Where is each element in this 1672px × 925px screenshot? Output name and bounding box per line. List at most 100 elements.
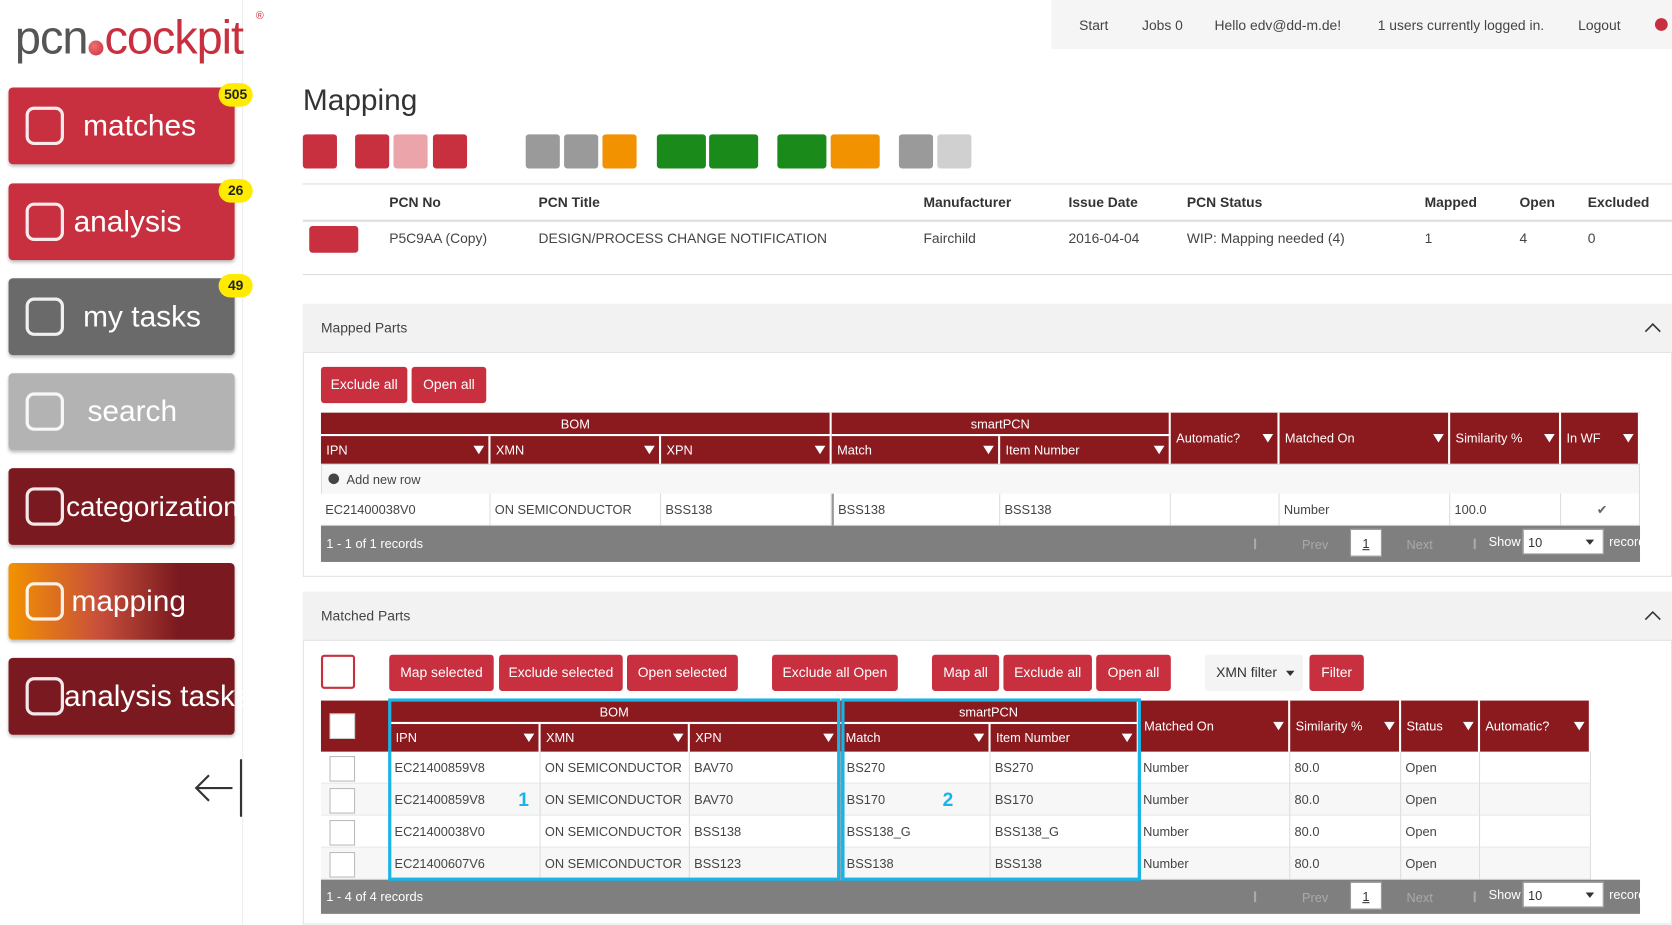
button[interactable]: Open all: [1096, 654, 1171, 691]
pager-last[interactable]: [1465, 538, 1476, 550]
annotation: 2: [942, 789, 954, 811]
column-header[interactable]: Automatic?: [1480, 700, 1591, 752]
sidebar-button[interactable]: analysis 26: [8, 179, 253, 261]
sidebar-button[interactable]: my tasks 49: [8, 274, 253, 356]
table-cell: EC21400607V6: [390, 847, 541, 880]
button[interactable]: Open selected: [627, 654, 738, 691]
toolbar-button[interactable]: [432, 134, 468, 169]
table-cell: BSS138_G: [840, 815, 991, 848]
toolbar-button[interactable]: [777, 134, 827, 169]
collapse[interactable]: [1642, 607, 1663, 624]
toolbar-button[interactable]: [602, 134, 637, 169]
nav-link[interactable]: Logout: [1578, 17, 1621, 34]
pager-prev[interactable]: Prev: [1301, 890, 1329, 906]
column-header[interactable]: Item Number: [1000, 436, 1171, 464]
column-header[interactable]: Matched On: [1279, 412, 1451, 464]
table-row: [320, 751, 1591, 784]
pager-prev[interactable]: Prev: [1301, 537, 1329, 553]
table-cell: Open: [1401, 815, 1481, 848]
chevron[interactable]: [1642, 607, 1663, 624]
sidebar-button[interactable]: analysis tasks: [8, 657, 250, 735]
toolbar-button[interactable]: [656, 134, 706, 169]
column-header[interactable]: In WF: [1561, 412, 1641, 464]
toolbar-button[interactable]: [937, 134, 972, 169]
records-label: records: [1609, 887, 1652, 903]
button[interactable]: Map selected: [389, 654, 494, 691]
pager-page[interactable]: 1: [1349, 528, 1382, 557]
pager-next[interactable]: Next: [1406, 890, 1433, 906]
column-header[interactable]: XPN: [689, 724, 841, 752]
pager-first[interactable]: [1254, 891, 1265, 903]
toolbar-button[interactable]: [830, 134, 880, 169]
pager-page[interactable]: 1: [1349, 881, 1382, 910]
sidebar-icon: [25, 202, 64, 241]
sidebar-button[interactable]: categorization: [8, 468, 239, 545]
pager-next[interactable]: Next: [1406, 537, 1433, 553]
column-header[interactable]: Match: [831, 436, 1001, 464]
help-icon: [1654, 18, 1668, 31]
column-header[interactable]: Item Number: [990, 724, 1139, 752]
checkbox[interactable]: [329, 820, 356, 846]
button[interactable]: Exclude selected: [499, 654, 623, 691]
column-header[interactable]: IPN: [390, 724, 541, 752]
column-header[interactable]: Automatic?: [1170, 412, 1280, 464]
checkbox[interactable]: [329, 851, 356, 878]
sidebar-button[interactable]: mapping: [8, 563, 235, 640]
button[interactable]: Filter: [1309, 654, 1364, 691]
dropdown[interactable]: XMN filter: [1204, 654, 1304, 691]
toolbar-button[interactable]: [898, 134, 934, 169]
badge: 49: [218, 274, 253, 298]
collapse[interactable]: [1642, 319, 1663, 336]
checkbox[interactable]: [329, 788, 356, 814]
chevron[interactable]: [1642, 319, 1663, 336]
table-cell: ON SEMICONDUCTOR: [491, 493, 662, 526]
collapse-icon[interactable]: [192, 757, 245, 819]
button[interactable]: Exclude all: [1003, 654, 1092, 691]
page-size[interactable]: 10: [1522, 881, 1604, 908]
pcn-icon[interactable]: [309, 226, 359, 253]
export-icon[interactable]: [320, 654, 356, 689]
sidebar-button[interactable]: matches 505: [8, 83, 253, 165]
table-cell: BS270: [840, 751, 991, 784]
checkbox[interactable]: [329, 756, 356, 782]
button[interactable]: Exclude all Open: [772, 654, 898, 691]
logo-mark: ®: [255, 10, 264, 23]
table-cell: [1480, 815, 1591, 848]
toolbar-button[interactable]: [525, 134, 560, 169]
table-cell: BSS138: [661, 493, 832, 526]
filter-icon: [1153, 445, 1165, 455]
nav-link[interactable]: 1 users currently logged in.: [1377, 17, 1545, 34]
nav-link[interactable]: Hello edv@dd-m.de!: [1214, 17, 1342, 34]
toolbar-button[interactable]: [709, 134, 759, 169]
button[interactable]: Exclude all: [320, 366, 408, 404]
table-cell: BSS138: [840, 847, 991, 880]
page-size[interactable]: 10: [1522, 528, 1604, 555]
column-header[interactable]: Similarity %: [1450, 412, 1562, 464]
table-cell: ON SEMICONDUCTOR: [541, 815, 690, 848]
pager-first[interactable]: [1254, 538, 1265, 550]
toolbar-button[interactable]: [355, 134, 390, 169]
button[interactable]: Open all: [411, 366, 487, 404]
column-header[interactable]: Similarity %: [1290, 700, 1402, 752]
nav-link[interactable]: Start: [1079, 17, 1109, 34]
nav-link[interactable]: Jobs 0: [1142, 17, 1183, 34]
column-header[interactable]: Status: [1401, 700, 1481, 752]
table-cell: ON SEMICONDUCTOR: [541, 847, 690, 880]
checkbox[interactable]: [329, 713, 356, 739]
column-header[interactable]: XMN: [490, 436, 662, 464]
column-header[interactable]: XMN: [540, 724, 690, 752]
toolbar-button[interactable]: [393, 134, 428, 169]
toolbar-button[interactable]: [302, 134, 337, 169]
column-header[interactable]: Matched On: [1138, 700, 1291, 752]
add-row-label[interactable]: Add new row: [346, 472, 421, 488]
add-icon[interactable]: [328, 473, 340, 485]
column-header[interactable]: XPN: [661, 436, 832, 464]
column-header[interactable]: IPN: [320, 436, 491, 464]
pager-last[interactable]: [1465, 891, 1476, 903]
toolbar-button[interactable]: [564, 134, 599, 169]
sidebar-button[interactable]: search: [8, 373, 235, 450]
column-header[interactable]: Match: [840, 724, 991, 752]
button[interactable]: Map all: [931, 654, 1000, 691]
filter-icon: [1573, 721, 1585, 731]
